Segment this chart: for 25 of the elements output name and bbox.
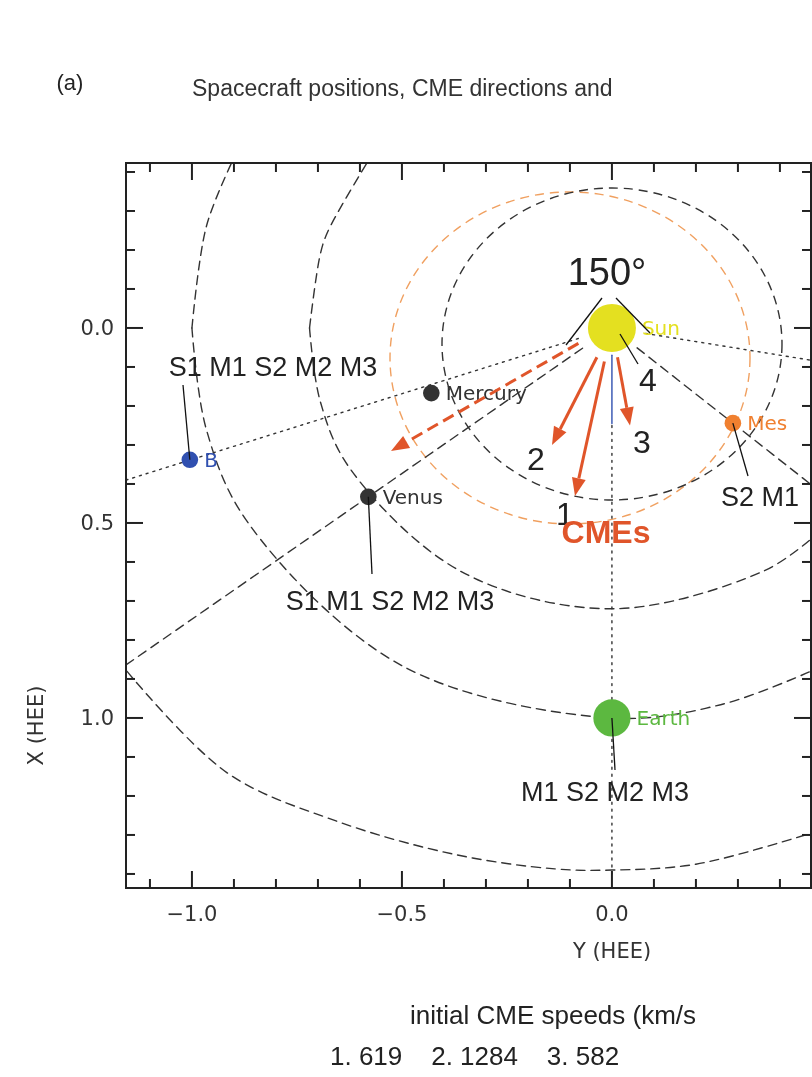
annotation: M1 S2 M2 M3 <box>520 777 690 808</box>
annotation: 150° <box>567 251 647 294</box>
series-label: Venus <box>382 484 443 509</box>
x-tick-label: −0.5 <box>376 902 428 926</box>
series-label: Sun <box>641 315 680 340</box>
chart-title: Spacecraft positions, CME directions and <box>192 75 613 102</box>
series-label: Mes <box>747 411 788 436</box>
x-tick-label: −1.0 <box>166 902 218 926</box>
x-axis-title: Y (HEE) <box>571 939 652 963</box>
x-tick-label: 0.0 <box>595 902 629 926</box>
annotation: 3 <box>633 424 651 461</box>
y-axis-title: X (HEE) <box>24 685 49 766</box>
series-label: Earth <box>636 705 691 730</box>
y-tick-label: 1.0 <box>80 706 114 731</box>
annotation: S1 M1 S2 M2 M3 <box>168 352 378 383</box>
annotation: 4 <box>639 362 657 399</box>
annotation: S2 M1 <box>720 482 800 513</box>
text: (a) <box>56 69 84 95</box>
annotation: 2 <box>527 441 545 478</box>
series-label: B <box>204 447 218 472</box>
y-tick-label: 0.0 <box>80 316 114 341</box>
y-tick-label: 0.5 <box>80 511 114 536</box>
text: 1. 619 2. 1284 3. 582 <box>330 1041 620 1072</box>
annotation: S1 M1 S2 M2 M3 <box>285 586 495 617</box>
text: initial CME speeds (km/s <box>410 1000 697 1031</box>
